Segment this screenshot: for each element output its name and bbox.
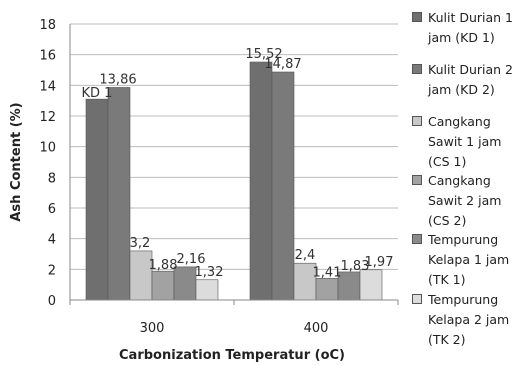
data-label: 13,86: [99, 72, 136, 87]
data-label: 1,88: [149, 258, 178, 273]
bar: [315, 278, 339, 301]
bar: [85, 98, 109, 301]
y-axis-title: Ash Content (%): [9, 102, 24, 221]
legend-label: Cangkang Sawit 2 jam (CS 2): [428, 173, 502, 228]
x-tick-label: 300: [140, 321, 165, 336]
y-tick-labels: 0 2 4 6 8 10 12 14 16 18: [39, 18, 56, 309]
legend-swatch: [412, 116, 422, 126]
y-tick-label: 16: [39, 49, 56, 64]
legend-swatch: [412, 234, 422, 244]
legend-swatch: [412, 12, 422, 22]
data-label: 1,41: [313, 265, 342, 280]
bar: [359, 269, 383, 301]
legend-label: Tempurung Kelapa 2 jam (TK 2): [428, 292, 510, 347]
data-label: 1,97: [365, 255, 394, 270]
bar: [271, 71, 295, 301]
y-tick-label: 8: [48, 171, 56, 186]
legend-swatch: [412, 175, 422, 185]
y-tick-label: 4: [48, 233, 56, 248]
legend-label: Tempurung Kelapa 1 jam (TK 1): [428, 232, 510, 287]
bar: [195, 279, 219, 301]
data-label: 15,52: [245, 47, 282, 62]
legend-swatch: [412, 294, 422, 304]
x-axis-title: Carbonization Temperatur (oC): [119, 348, 345, 363]
y-tick-label: 6: [48, 202, 56, 217]
bar: [151, 270, 175, 301]
bar: [249, 61, 273, 301]
y-tick-label: 12: [39, 110, 56, 125]
y-tick-label: 0: [48, 294, 56, 309]
x-tick-label: 400: [304, 321, 329, 336]
x-tick-labels: 300 400: [140, 321, 329, 336]
y-tick-label: 10: [39, 141, 56, 156]
legend-label: Kulit Durian 1 jam (KD 1): [428, 10, 513, 45]
y-tick-label: 18: [39, 18, 56, 33]
data-label: 3,2: [130, 236, 151, 251]
data-label: 2,4: [295, 248, 316, 263]
data-label: 2,16: [177, 252, 206, 267]
y-tick-label: 2: [48, 263, 56, 278]
axes: [69, 24, 399, 305]
data-label: 1,83: [341, 259, 370, 274]
data-label: KD 1: [82, 86, 113, 101]
legend-label: Kulit Durian 2 jam (KD 2): [428, 62, 513, 97]
legend-swatch: [412, 64, 422, 74]
bars: [85, 61, 383, 301]
data-label: 1,32: [195, 265, 224, 280]
bar: [107, 87, 131, 301]
legend-label: Cangkang Sawit 1 jam (CS 1): [428, 114, 502, 169]
y-tick-label: 14: [39, 79, 56, 94]
data-label: 14,87: [264, 57, 301, 72]
